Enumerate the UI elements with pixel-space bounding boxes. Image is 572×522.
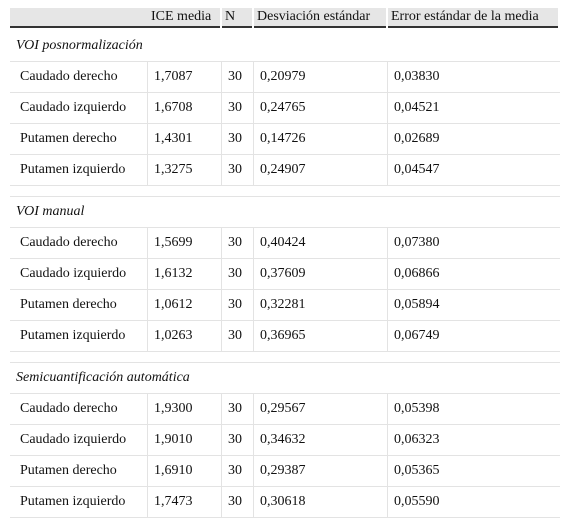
cell-value: 0,30618 [254,487,388,518]
header-cell: N [222,8,252,28]
cell-value: 0,05590 [388,487,560,518]
cell-value: 1,6708 [148,93,222,124]
row-label: Caudado izquierdo [10,93,148,124]
cell-value: 0,36965 [254,321,388,352]
cell-value: 0,24765 [254,93,388,124]
row-label: Putamen izquierdo [10,487,148,518]
row-label: Putamen izquierdo [10,155,148,186]
row-label: Caudado izquierdo [10,425,148,456]
cell-value: 30 [222,124,254,155]
row-label: Putamen derecho [10,290,148,321]
cell-value: 0,20979 [254,62,388,93]
cell-value: 0,02689 [388,124,560,155]
cell-value: 0,04547 [388,155,560,186]
section-title: Semicuantificación automática [10,363,560,394]
cell-value: 30 [222,93,254,124]
row-label: Caudado izquierdo [10,259,148,290]
header-blank [10,8,148,28]
cell-value: 1,3275 [148,155,222,186]
cell-value: 0,14726 [254,124,388,155]
row-label: Putamen derecho [10,456,148,487]
cell-value: 0,06749 [388,321,560,352]
cell-value: 1,0263 [148,321,222,352]
cell-value: 30 [222,155,254,186]
row-label: Putamen izquierdo [10,321,148,352]
cell-value: 30 [222,394,254,425]
cell-value: 30 [222,487,254,518]
cell-value: 0,29567 [254,394,388,425]
cell-value: 1,7087 [148,62,222,93]
cell-value: 0,06866 [388,259,560,290]
cell-value: 1,6132 [148,259,222,290]
cell-value: 0,05398 [388,394,560,425]
cell-value: 30 [222,228,254,259]
cell-value: 1,5699 [148,228,222,259]
header-cell: ICE media [148,8,220,28]
spacer-row [10,352,560,363]
cell-value: 0,07380 [388,228,560,259]
cell-value: 0,29387 [254,456,388,487]
header-cell: Error estándar de la media [388,8,558,28]
cell-value: 0,04521 [388,93,560,124]
cell-value: 0,05365 [388,456,560,487]
cell-value: 0,06323 [388,425,560,456]
cell-value: 30 [222,259,254,290]
section-title: VOI manual [10,197,560,228]
cell-value: 1,4301 [148,124,222,155]
row-label: Caudado derecho [10,228,148,259]
row-label: Caudado derecho [10,394,148,425]
cell-value: 30 [222,290,254,321]
cell-value: 30 [222,321,254,352]
cell-value: 1,0612 [148,290,222,321]
cell-value: 30 [222,456,254,487]
cell-value: 30 [222,62,254,93]
cell-value: 0,37609 [254,259,388,290]
cell-value: 0,40424 [254,228,388,259]
cell-value: 0,05894 [388,290,560,321]
header-cell: Desviación estándar [254,8,386,28]
cell-value: 0,03830 [388,62,560,93]
cell-value: 0,24907 [254,155,388,186]
section-title: VOI posnormalización [10,31,560,62]
cell-value: 30 [222,425,254,456]
row-label: Putamen derecho [10,124,148,155]
cell-value: 1,9010 [148,425,222,456]
cell-value: 0,34632 [254,425,388,456]
row-label: Caudado derecho [10,62,148,93]
cell-value: 0,32281 [254,290,388,321]
cell-value: 1,6910 [148,456,222,487]
spacer-row [10,186,560,197]
cell-value: 1,7473 [148,487,222,518]
cell-value: 1,9300 [148,394,222,425]
